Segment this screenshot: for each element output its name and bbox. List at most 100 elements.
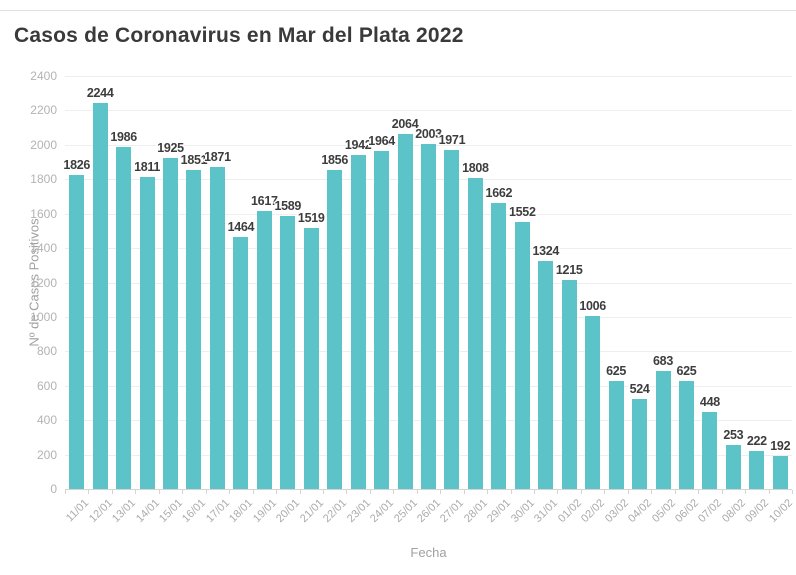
bar-value-label: 1964 [368, 134, 395, 149]
bar [256, 210, 272, 489]
bar [233, 237, 249, 489]
x-axis-tick [674, 490, 676, 494]
bar [69, 174, 85, 489]
bar-value-label: 448 [699, 394, 720, 409]
bar [702, 411, 718, 489]
x-tick-label: 28/01 [461, 497, 490, 525]
bar-value-label: 1942 [344, 137, 372, 152]
gridline [65, 110, 792, 112]
x-tick-label: 31/01 [532, 497, 561, 525]
y-tick-label: 200 [36, 447, 57, 462]
x-tick-label: 06/02 [673, 497, 701, 525]
x-tick-label: 29/01 [485, 497, 514, 525]
x-axis-tick [135, 490, 137, 494]
y-tick-label: 2200 [30, 103, 57, 118]
x-tick-label: 13/01 [110, 497, 139, 525]
bar [678, 381, 694, 489]
bar-value-label: 253 [723, 428, 744, 443]
x-axis-tick [792, 490, 793, 494]
x-tick-label: 30/01 [508, 497, 537, 525]
y-tick-label: 1800 [30, 172, 57, 187]
x-axis-tick [346, 490, 348, 494]
x-tick-label: 05/02 [649, 497, 678, 525]
x-axis-tick [651, 490, 653, 494]
x-axis-tick [276, 490, 278, 494]
bar-value-label: 1851 [180, 153, 208, 168]
bar-value-label: 1552 [508, 204, 536, 219]
x-tick-label: 23/01 [344, 497, 373, 525]
x-tick-label: 09/02 [743, 497, 772, 525]
bar-value-label: 1617 [251, 193, 278, 208]
bar-value-label: 683 [653, 354, 673, 369]
x-axis-tick [698, 490, 700, 494]
x-tick-label: 22/01 [321, 497, 350, 525]
bar [514, 221, 530, 489]
x-tick-label: 16/01 [180, 497, 209, 525]
x-tick-label: 21/01 [297, 497, 326, 525]
x-axis-tick [158, 490, 160, 494]
x-tick-label: 19/01 [250, 497, 279, 525]
bar-value-label: 2064 [391, 116, 419, 131]
x-tick-label: 25/01 [391, 497, 420, 525]
y-tick-label: 400 [36, 413, 57, 428]
bar-value-label: 625 [676, 364, 697, 379]
y-tick-label: 2400 [30, 69, 57, 83]
bar-value-label: 192 [770, 438, 791, 453]
bar [92, 102, 108, 489]
bar-value-label: 1986 [110, 130, 137, 145]
bar [421, 144, 436, 489]
x-axis-tick [229, 490, 231, 494]
bar [397, 133, 413, 489]
bar [538, 261, 554, 489]
y-tick-label: 1200 [30, 275, 57, 290]
x-tick-label: 07/02 [696, 497, 725, 525]
x-axis-tick [205, 490, 207, 494]
x-axis-tick [111, 490, 113, 494]
y-tick-label: 1400 [30, 241, 57, 256]
bar [350, 154, 366, 489]
bar-value-label: 1971 [438, 132, 466, 147]
bar-value-label: 1324 [532, 244, 560, 259]
x-axis-tick [299, 490, 301, 494]
bar-value-label: 1811 [134, 160, 161, 175]
x-axis-tick [768, 490, 770, 494]
x-axis-title: Fecha [410, 545, 447, 560]
gridline [65, 76, 792, 77]
x-tick-label: 18/01 [227, 497, 256, 525]
bar [163, 157, 179, 489]
y-tick-label: 2000 [30, 137, 57, 152]
bar [632, 398, 648, 489]
x-axis-tick [627, 490, 629, 494]
x-tick-label: 10/02 [766, 497, 795, 525]
bar-value-label: 1464 [227, 220, 255, 235]
x-axis-tick [416, 490, 418, 494]
bar-value-label: 2244 [86, 85, 114, 100]
x-axis-tick [580, 490, 582, 494]
bar [608, 381, 624, 489]
y-tick-label: 1600 [30, 206, 57, 221]
bar [374, 151, 390, 489]
y-tick-label: 0 [50, 482, 57, 496]
bar [655, 371, 671, 489]
x-tick-label: 15/01 [157, 497, 186, 525]
bar [772, 455, 788, 489]
y-tick-label: 800 [36, 344, 57, 359]
x-axis-line [65, 489, 792, 490]
x-axis-tick [510, 490, 512, 494]
x-tick-label: 17/01 [203, 497, 232, 525]
x-tick-label: 24/01 [368, 497, 397, 525]
x-axis-tick [393, 490, 395, 494]
bar [139, 177, 155, 489]
x-axis-tick [557, 490, 559, 494]
x-axis-tick [65, 490, 66, 494]
bar-value-label: 625 [606, 364, 627, 379]
x-tick-label: 20/01 [274, 497, 303, 525]
x-axis-tick [721, 490, 723, 494]
bar [327, 169, 343, 489]
bar [116, 147, 132, 489]
chart-title: Casos de Coronavirus en Mar del Plata 20… [14, 24, 464, 47]
bar [467, 177, 483, 489]
x-axis-tick [745, 490, 747, 494]
bar-value-label: 1826 [63, 157, 91, 172]
